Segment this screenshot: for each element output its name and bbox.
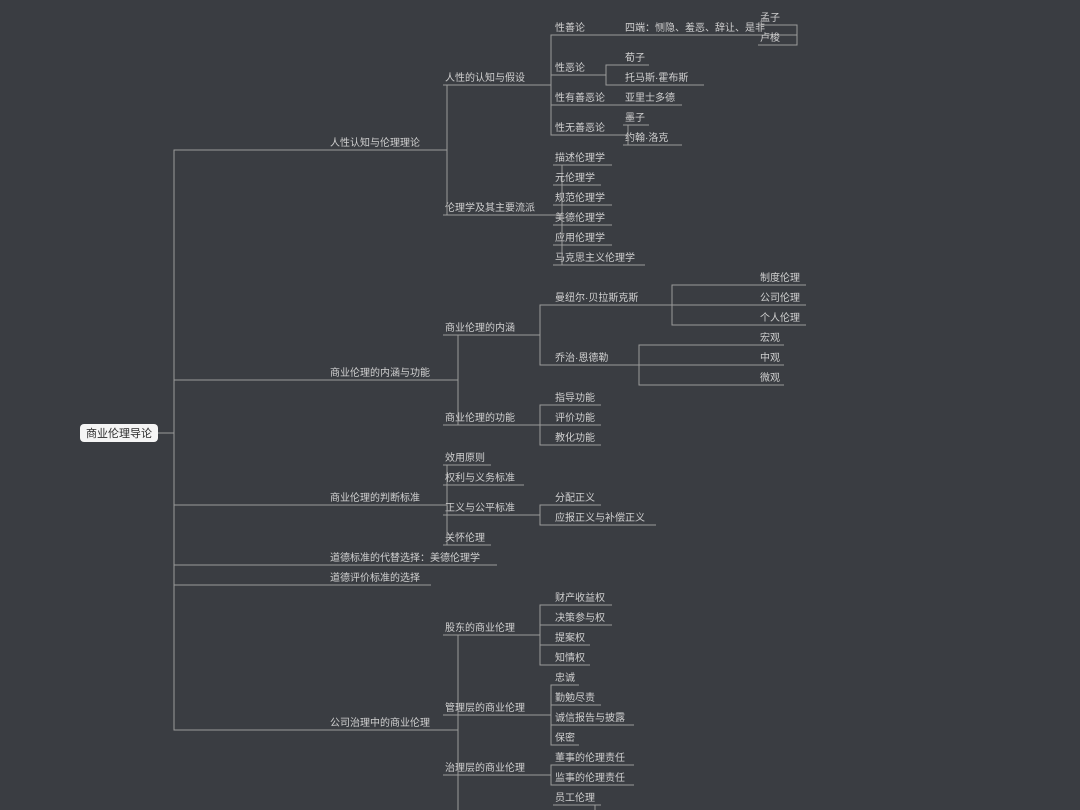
connector (535, 685, 553, 715)
connector (535, 35, 553, 85)
node-label: 马克思主义伦理学 (555, 251, 635, 264)
connector (158, 433, 328, 730)
connector (524, 305, 553, 335)
node-label: 监事的伦理责任 (555, 771, 625, 784)
node-label: 人性的认知与假设 (445, 71, 525, 84)
mindmap-canvas: 商业伦理导论 人性认知与伦理理论 人性的认知与假设 性善论 四端：恻隐、羞恶、辞让、是非… (0, 0, 1080, 810)
connector (524, 335, 553, 365)
node-label: 公司治理中的商业伦理 (330, 716, 430, 729)
node-label: 乔治·恩德勒 (555, 351, 608, 364)
node-label: 知情权 (555, 651, 585, 664)
node-label: 元伦理学 (555, 171, 595, 184)
node-label: 提案权 (555, 631, 585, 644)
connector (535, 85, 553, 105)
node-label: 墨子 (625, 112, 645, 124)
node-label: 教化功能 (555, 431, 595, 444)
node-label: 个人伦理 (760, 311, 800, 324)
connector (535, 705, 553, 715)
node-label: 商业伦理的内涵 (445, 321, 515, 334)
node-label: 股东的商业伦理 (445, 621, 515, 634)
node-label: 人性认知与伦理理论 (330, 136, 420, 149)
node-label: 分配正义 (555, 492, 595, 504)
connector (535, 765, 553, 775)
node-label: 公司伦理 (760, 291, 800, 304)
root-label: 商业伦理导论 (86, 426, 152, 440)
connector (623, 345, 758, 365)
connector (590, 65, 623, 75)
connector (590, 75, 623, 85)
node-label: 忠诚 (555, 672, 575, 684)
connector (524, 405, 553, 425)
node-label: 孟子 (760, 12, 780, 24)
connector (524, 425, 553, 445)
node-label: 正义与公平标准 (445, 502, 515, 514)
node-label: 商业伦理的功能 (445, 411, 515, 424)
node-label: 诚信报告与披露 (555, 711, 625, 724)
connector (535, 715, 553, 745)
connector (524, 635, 553, 665)
connector (524, 605, 553, 635)
node-label: 员工伦理 (555, 791, 595, 804)
node-label: 亚里士多德 (625, 91, 675, 104)
node-label: 商业伦理的内涵与功能 (330, 366, 430, 379)
connector (524, 515, 553, 525)
node-label: 描述伦理学 (555, 151, 605, 164)
node-label: 曼纽尔·贝拉斯克斯 (555, 291, 638, 304)
connector (656, 285, 758, 305)
node-label: 伦理学及其主要流派 (445, 201, 535, 214)
connector (158, 150, 328, 433)
node-label: 关怀伦理 (445, 531, 485, 544)
node-label: 荀子 (625, 52, 645, 64)
node-label: 保密 (555, 731, 575, 744)
node-label: 权利与义务标准 (445, 471, 515, 484)
node-label: 道德标准的代替选择：美德伦理学 (330, 551, 480, 564)
node-label: 治理层的商业伦理 (445, 761, 525, 774)
node-label: 财产收益权 (555, 591, 605, 604)
node-label: 中观 (760, 351, 780, 364)
connector (431, 485, 447, 505)
node-label: 约翰·洛克 (625, 131, 668, 144)
node-label: 商业伦理的判断标准 (330, 491, 420, 504)
node-label: 管理层的商业伦理 (445, 701, 525, 714)
node-label: 性有善恶论 (555, 91, 605, 104)
node-label: 微观 (760, 371, 780, 384)
node-label: 决策参与权 (555, 611, 605, 624)
node-label: 性恶论 (555, 61, 585, 74)
connector (431, 85, 447, 150)
connector (535, 75, 553, 85)
node-label: 性善论 (555, 21, 585, 34)
node-label: 指导功能 (555, 391, 595, 404)
connector (524, 625, 553, 635)
connector (158, 433, 328, 505)
node-label: 制度伦理 (760, 271, 800, 284)
node-label: 评价功能 (555, 411, 595, 424)
connector (535, 715, 553, 725)
connector (524, 505, 553, 515)
node-label: 应报正义与补偿正义 (555, 511, 645, 524)
connector (524, 635, 553, 645)
connector (158, 380, 328, 433)
connector (535, 85, 553, 135)
node-label: 性无善恶论 (555, 121, 605, 134)
connector (656, 305, 758, 325)
connector (442, 715, 458, 730)
connector (442, 635, 458, 730)
connector (158, 433, 328, 565)
node-label: 董事的伦理责任 (555, 751, 625, 764)
node-label: 勤勉尽责 (555, 691, 595, 704)
node-label: 规范伦理学 (555, 191, 605, 204)
connector (623, 365, 758, 385)
node-label: 四端：恻隐、羞恶、辞让、是非 (625, 21, 765, 34)
connector (535, 775, 553, 785)
node-label: 道德评价标准的选择 (330, 571, 420, 584)
connector (442, 335, 458, 380)
connector (553, 805, 595, 810)
connector (158, 433, 328, 585)
node-label: 卢梭 (760, 31, 780, 44)
node-label: 宏观 (760, 331, 780, 344)
node-label: 托马斯·霍布斯 (625, 71, 688, 84)
node-label: 效用原则 (445, 451, 485, 464)
